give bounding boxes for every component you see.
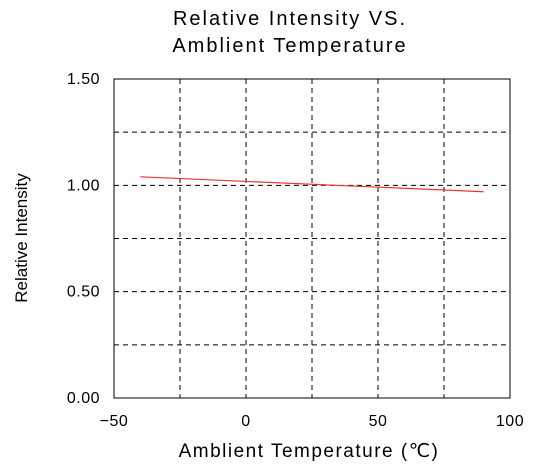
y-tick-label: 1.50 [67,71,100,88]
x-axis-label: Amblient Temperature (℃) [179,441,440,462]
series-layer [140,176,484,193]
series-line-0 [140,176,484,193]
x-tick-label: 100 [496,413,524,430]
x-tick-label: 50 [369,413,388,430]
x-tick-label: −50 [100,413,129,430]
plot-frame [113,78,511,399]
x-tick-label: 0 [241,413,250,430]
y-tick-label: 0.50 [67,284,100,301]
y-axis-label: Relative Intensity [12,173,31,303]
tick-layer: 0.00 0.50 1.00 1.50 −50 0 50 100 [67,71,524,430]
chart-title-line-1: Relative Intensity VS. [173,8,407,30]
y-tick-label: 1.00 [67,177,100,194]
y-tick-label: 0.00 [67,390,100,407]
chart-title-line-2: Amblient Temperature [172,35,407,57]
grid-layer [114,79,510,398]
